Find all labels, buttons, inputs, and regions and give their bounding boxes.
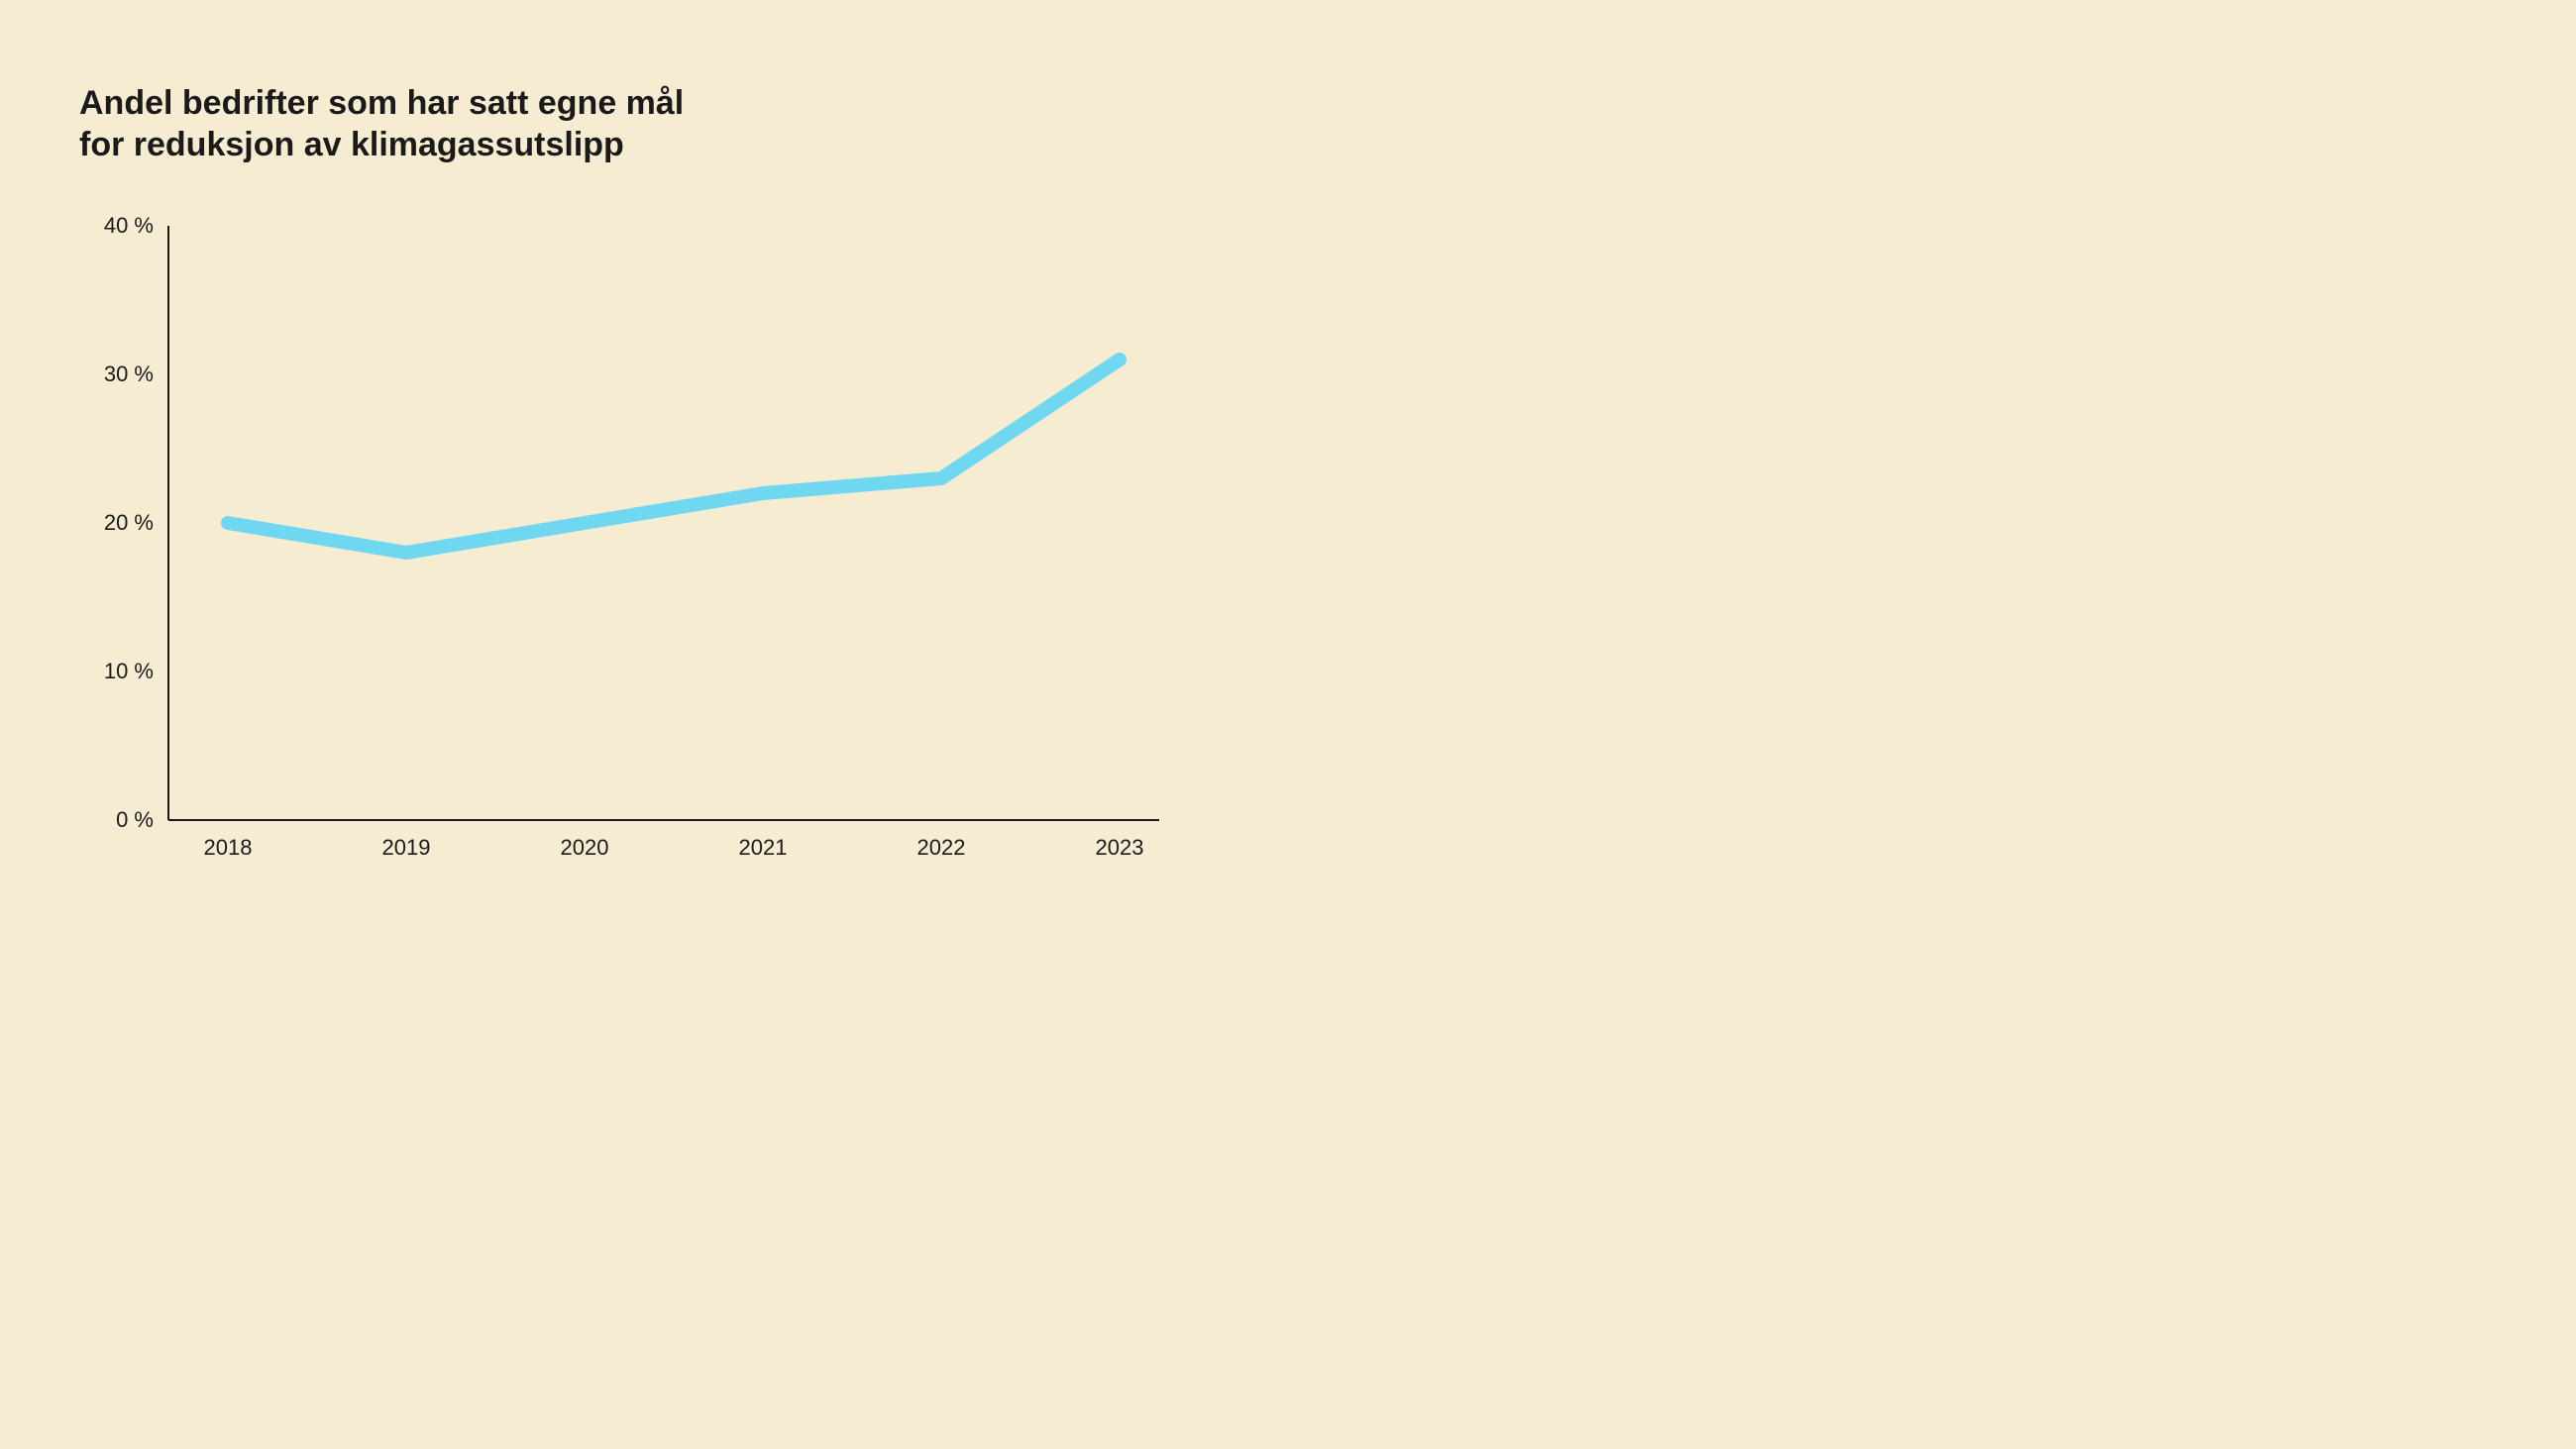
y-tick-label: 0 % (116, 807, 154, 832)
x-tick-label: 2021 (739, 835, 788, 860)
x-tick-label: 2022 (917, 835, 966, 860)
y-tick-label: 30 % (104, 362, 154, 386)
chart-container: Andel bedrifter som har satt egne mål for… (0, 0, 1387, 909)
y-tick-label: 20 % (104, 510, 154, 535)
y-tick-label: 40 % (104, 213, 154, 238)
line-chart-svg: 0 % 10 % 20 % 30 % 40 % 2018 2019 2020 2021 2022 2… (79, 206, 1199, 870)
x-tick-label: 2020 (561, 835, 609, 860)
y-tick-label: 10 % (104, 659, 154, 683)
chart-title: Andel bedrifter som har satt egne mål for… (79, 82, 1308, 166)
chart-plot-area: 0 % 10 % 20 % 30 % 40 % 2018 2019 2020 2021 2022 2… (79, 206, 1308, 870)
x-tick-label: 2019 (382, 835, 431, 860)
chart-title-line1: Andel bedrifter som har satt egne mål (79, 84, 684, 122)
data-series-line (228, 360, 1120, 553)
x-tick-label: 2018 (204, 835, 253, 860)
chart-title-line2: for reduksjon av klimagassutslipp (79, 126, 624, 163)
x-tick-label: 2023 (1096, 835, 1144, 860)
